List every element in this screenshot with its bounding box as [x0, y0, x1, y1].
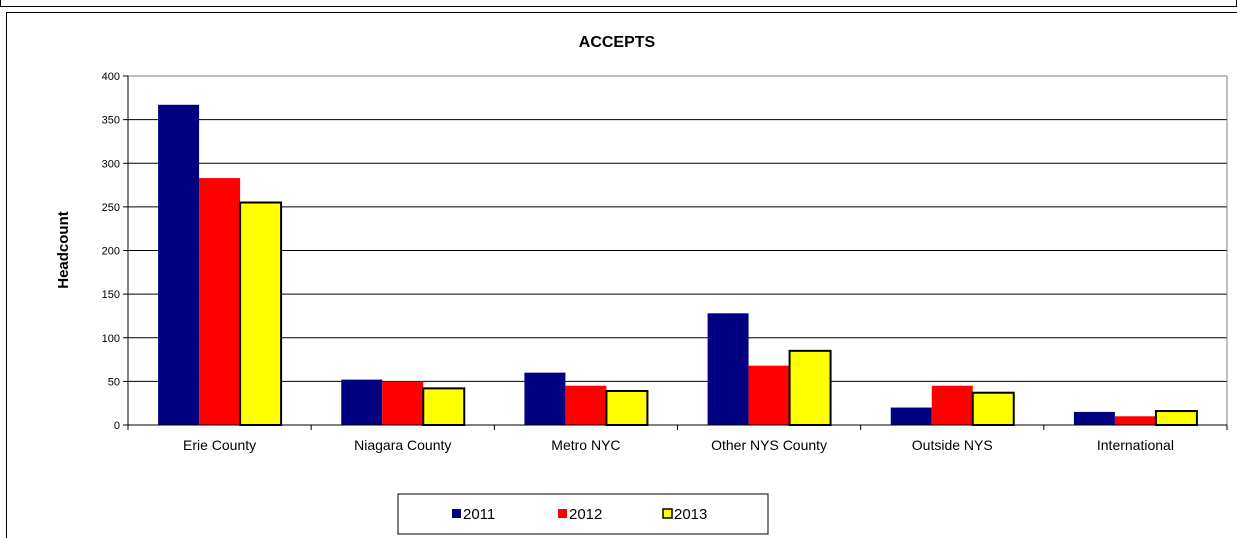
- legend-swatch-2011: [452, 509, 461, 518]
- y-tick-label: 150: [102, 289, 120, 301]
- legend-label-2013: 2013: [674, 506, 707, 523]
- bar-2011-niagara-county: [341, 379, 383, 425]
- y-tick-label: 300: [102, 158, 120, 170]
- bar-2011-erie-county: [158, 104, 200, 425]
- x-tick-label: Erie County: [183, 437, 256, 453]
- x-tick-label: Outside NYS: [912, 437, 993, 453]
- legend: 2011 2012 2013: [397, 493, 769, 535]
- bar-2013-erie-county: [239, 201, 283, 426]
- bar-2013-outside-nys: [971, 391, 1015, 426]
- chart-title: ACCEPTS: [579, 34, 656, 51]
- bar-2011-metro-nyc: [524, 372, 566, 425]
- y-tick-label: 350: [102, 115, 120, 127]
- x-tick-label: Metro NYC: [551, 437, 620, 453]
- legend-label-2012: 2012: [569, 506, 602, 523]
- y-axis-label: Headcount: [55, 211, 72, 289]
- bar-2013-metro-nyc: [605, 389, 649, 427]
- y-tick-label: 100: [102, 333, 120, 345]
- bar-2011-other-nys-county: [707, 313, 749, 425]
- y-tick-label: 50: [108, 376, 120, 388]
- x-tick-labels: Erie County Niagara County Metro NYC Other …: [127, 425, 1228, 453]
- gridlines: [128, 75, 1227, 382]
- legend-swatch-2013: [662, 508, 673, 519]
- x-tick-label: International: [1097, 437, 1174, 453]
- bar-2013-international: [1154, 410, 1198, 427]
- y-tick-label: 250: [102, 202, 120, 214]
- bar-2012-other-nys-county: [748, 365, 790, 425]
- x-tick-label: Niagara County: [354, 437, 451, 453]
- y-tick-label: 200: [102, 246, 120, 258]
- bar-2012-metro-nyc: [565, 385, 607, 425]
- y-tick-labels: 0 50 100 150 200 250 300 350 400: [102, 71, 128, 432]
- bar-2013-niagara-county: [422, 387, 466, 427]
- bar-2012-erie-county: [199, 178, 241, 425]
- bars: [158, 104, 1198, 427]
- x-tick-label: Other NYS County: [711, 437, 827, 453]
- bar-2011-international: [1073, 411, 1115, 425]
- bar-2012-niagara-county: [382, 381, 424, 425]
- bar-2011-outside-nys: [890, 407, 932, 425]
- y-tick-label: 0: [114, 420, 120, 432]
- bar-2012-international: [1114, 416, 1156, 425]
- bar-2012-outside-nys: [931, 385, 973, 425]
- y-tick-label: 400: [102, 71, 120, 83]
- legend-swatch-2012: [558, 509, 567, 518]
- bar-2013-other-nys-county: [788, 349, 832, 426]
- legend-label-2011: 2011: [463, 506, 495, 523]
